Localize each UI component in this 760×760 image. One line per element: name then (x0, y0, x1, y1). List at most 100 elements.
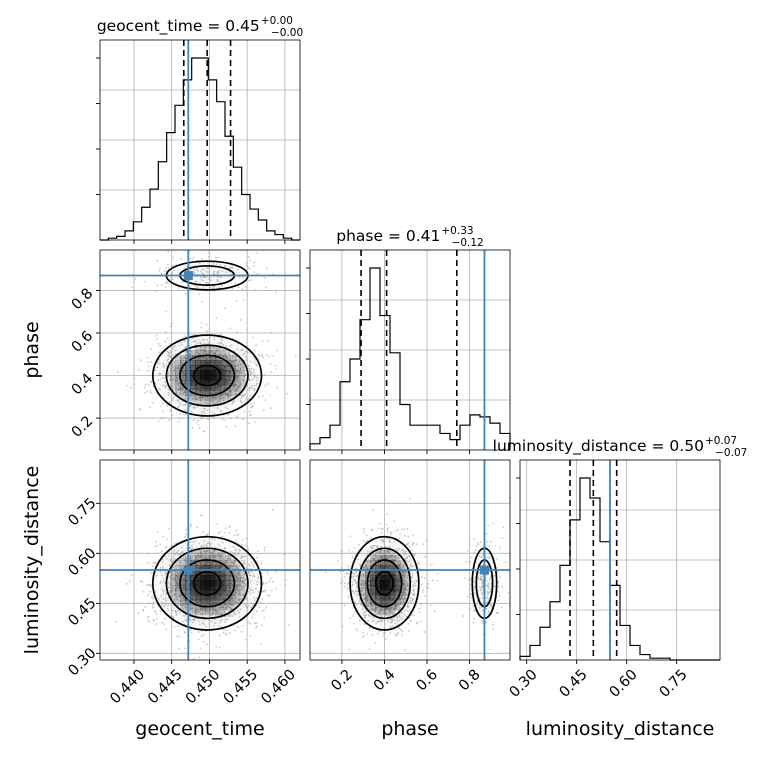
panel-phase-vs-geocent-time (100, 250, 300, 450)
scatter-point (182, 596, 185, 599)
scatter-point (202, 410, 204, 413)
scatter-point (261, 395, 264, 397)
scatter-point (162, 416, 164, 419)
scatter-point (248, 564, 251, 567)
scatter-point (189, 525, 192, 528)
scatter-point (256, 252, 259, 255)
density-cell (205, 400, 211, 406)
scatter-point (196, 608, 199, 611)
density-cell (220, 610, 226, 616)
scatter-point (204, 560, 206, 563)
scatter-point (154, 590, 157, 593)
density-cell (190, 550, 196, 556)
scatter-point (208, 347, 210, 349)
scatter-point (236, 269, 239, 271)
scatter-point (167, 250, 170, 253)
density-cell (230, 390, 236, 396)
scatter-point (209, 351, 212, 354)
scatter-point (196, 526, 199, 529)
scatter-point (481, 593, 484, 596)
density-cell (235, 625, 240, 630)
density-cell (210, 575, 216, 581)
scatter-point (229, 389, 232, 392)
scatter-point (236, 578, 239, 581)
scatter-point (254, 288, 257, 291)
scatter-point (227, 413, 229, 416)
scatter-point (233, 359, 236, 362)
scatter-point (276, 386, 279, 389)
scatter-point (147, 615, 150, 618)
scatter-point (424, 595, 426, 598)
scatter-point (230, 603, 232, 606)
scatter-point (475, 545, 478, 548)
density-cell (175, 535, 180, 540)
scatter-point (248, 389, 251, 392)
scatter-point (275, 368, 278, 370)
scatter-point (245, 356, 248, 359)
scatter-point (147, 384, 150, 387)
scatter-point (235, 575, 238, 578)
scatter-point (208, 612, 211, 615)
density-cell (180, 395, 186, 401)
scatter-point (157, 597, 160, 600)
scatter-point (220, 396, 223, 399)
scatter-point (220, 555, 223, 558)
density-cell (170, 410, 175, 415)
scatter-point (356, 558, 359, 561)
scatter-point (237, 572, 240, 575)
density-cell (180, 400, 186, 406)
density-cell (180, 575, 186, 581)
scatter-point (218, 621, 221, 624)
scatter-point (177, 647, 180, 650)
scatter-point (179, 361, 182, 364)
density-cell (250, 595, 255, 600)
scatter-point (171, 558, 174, 561)
density-cell (230, 605, 236, 611)
scatter-point (190, 410, 193, 413)
density-cell (205, 565, 211, 571)
scatter-point (196, 558, 199, 561)
scatter-point (236, 601, 239, 604)
scatter-point (155, 334, 158, 337)
scatter-point (233, 611, 236, 613)
density-cell (165, 560, 170, 565)
scatter-point (157, 379, 160, 382)
scatter-point (367, 614, 370, 616)
scatter-point (173, 576, 176, 579)
scatter-point (385, 563, 388, 566)
scatter-point (172, 584, 175, 587)
scatter-point (184, 403, 187, 406)
density-cell (165, 595, 171, 601)
scatter-point (412, 534, 414, 537)
scatter-point (250, 406, 253, 409)
scatter-point (169, 408, 172, 411)
scatter-point (211, 397, 214, 399)
density-cell (235, 390, 241, 396)
scatter-point (189, 608, 192, 611)
scatter-point (197, 600, 200, 603)
scatter-point (225, 425, 228, 428)
scatter-point (161, 603, 164, 606)
scatter-point (468, 560, 471, 563)
scatter-point (161, 561, 164, 563)
scatter-point (197, 423, 200, 426)
scatter-point (339, 582, 342, 585)
scatter-point (183, 267, 186, 269)
scatter-point (245, 262, 248, 265)
scatter-point (250, 602, 253, 604)
scatter-point (340, 602, 343, 605)
scatter-point (232, 594, 235, 597)
scatter-point (182, 357, 185, 360)
scatter-point (248, 422, 251, 425)
scatter-point (175, 551, 178, 554)
scatter-point (396, 615, 399, 618)
scatter-point (197, 601, 200, 604)
density-cell (190, 330, 195, 335)
scatter-point (270, 370, 273, 373)
scatter-point (131, 286, 134, 289)
scatter-point (404, 534, 406, 537)
density-cell (190, 360, 196, 366)
density-cell (175, 585, 181, 591)
scatter-point (396, 617, 399, 620)
